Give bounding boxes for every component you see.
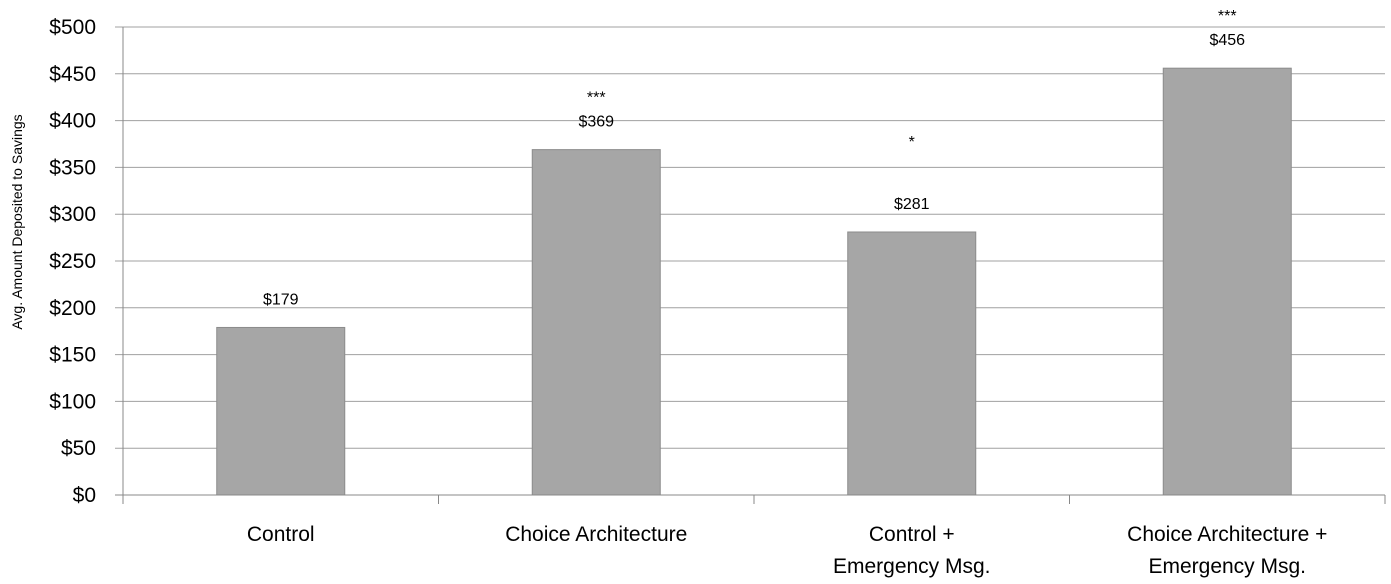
axes bbox=[115, 27, 1386, 504]
x-category-label: Control + Emergency Msg. bbox=[833, 523, 991, 578]
y-tick-label: $400 bbox=[49, 110, 96, 133]
x-category-label: Choice Architecture + Emergency Msg. bbox=[1127, 523, 1327, 578]
y-tick-label: $150 bbox=[49, 344, 96, 367]
x-category-label: Control bbox=[247, 523, 315, 546]
x-category-label: Choice Architecture bbox=[505, 523, 687, 546]
bars bbox=[216, 67, 1292, 496]
y-tick-labels: $0 $50 $100 $150 $200 $250 $300 $350 $400 $450 $50… bbox=[49, 16, 96, 507]
bar bbox=[216, 326, 346, 496]
data-label: $369 bbox=[578, 114, 614, 131]
y-tick-label: $0 bbox=[73, 484, 96, 507]
data-label: $456 bbox=[1209, 32, 1245, 49]
data-labels: $179 $369 *** $281 * $456 *** bbox=[263, 8, 1245, 308]
y-tick-label: $100 bbox=[49, 390, 96, 413]
bar bbox=[531, 149, 661, 496]
y-tick-label: $300 bbox=[49, 203, 96, 226]
significance-label: * bbox=[909, 134, 915, 151]
y-tick-label: $350 bbox=[49, 156, 96, 179]
data-label: $281 bbox=[894, 196, 930, 213]
y-tick-label: $200 bbox=[49, 297, 96, 320]
significance-label: *** bbox=[587, 90, 606, 107]
bar bbox=[847, 231, 977, 496]
y-axis-title: Avg. Amount Deposited to Savings bbox=[9, 114, 25, 329]
significance-label: *** bbox=[1218, 8, 1237, 25]
x-category-labels: Control Choice Architecture Control + Emerg… bbox=[247, 523, 1327, 578]
y-tick-label: $500 bbox=[49, 16, 96, 39]
y-tick-label: $50 bbox=[61, 437, 96, 460]
y-tick-label: $250 bbox=[49, 250, 96, 273]
bar bbox=[1162, 67, 1292, 496]
y-tick-label: $450 bbox=[49, 63, 96, 86]
data-label: $179 bbox=[263, 291, 299, 308]
